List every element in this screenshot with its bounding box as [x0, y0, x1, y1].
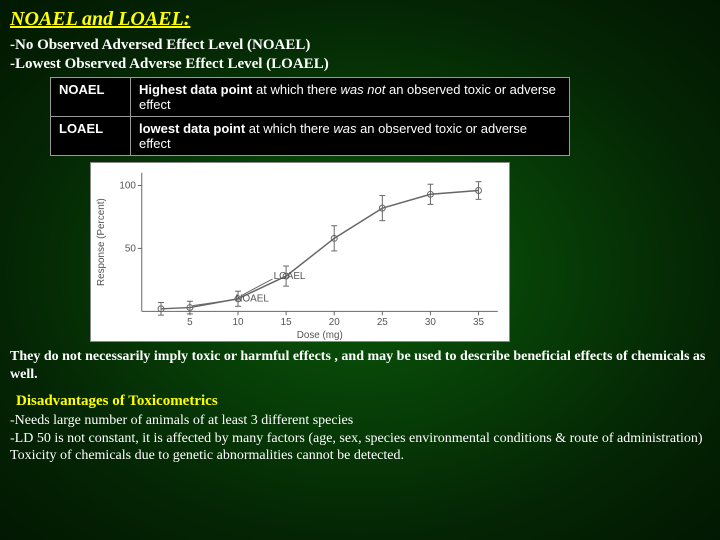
- svg-text:50: 50: [125, 243, 136, 254]
- subtitle-noael: -No Observed Adversed Effect Level (NOAE…: [10, 37, 710, 54]
- svg-text:30: 30: [425, 317, 436, 328]
- chart-svg: 5 10 15 20 25 30 35 50 100 Dose (mg) Response (Per…: [91, 163, 509, 341]
- svg-text:20: 20: [329, 317, 340, 328]
- def-text: lowest data point at which there was an …: [131, 117, 570, 156]
- svg-text:25: 25: [377, 317, 388, 328]
- table-row: LOAEL lowest data point at which there w…: [51, 117, 570, 156]
- svg-text:15: 15: [281, 317, 292, 328]
- subtitle-loael: -Lowest Observed Adverse Effect Level (L…: [10, 56, 710, 73]
- svg-text:10: 10: [233, 317, 244, 328]
- svg-text:35: 35: [473, 317, 484, 328]
- svg-text:5: 5: [187, 317, 193, 328]
- dose-response-chart: 5 10 15 20 25 30 35 50 100 Dose (mg) Response (Per…: [90, 162, 510, 342]
- svg-text:Dose (mg): Dose (mg): [297, 330, 343, 341]
- def-bold: lowest data point: [139, 121, 245, 136]
- disadvantage-item: -Needs large number of animals of at lea…: [10, 412, 710, 430]
- def-italic: was: [333, 121, 356, 136]
- table-row: NOAEL Highest data point at which there …: [51, 78, 570, 117]
- def-label: NOAEL: [51, 78, 131, 117]
- svg-text:NOAEL: NOAEL: [235, 294, 269, 305]
- def-bold: Highest data point: [139, 82, 252, 97]
- disadvantages-title: Disadvantages of Toxicometrics: [16, 393, 710, 410]
- disadvantage-item: Toxicity of chemicals due to genetic abn…: [10, 447, 710, 465]
- def-span: at which there: [245, 121, 333, 136]
- def-italic: was not: [341, 82, 386, 97]
- definitions-table: NOAEL Highest data point at which there …: [50, 77, 570, 156]
- note-text: They do not necessarily imply toxic or h…: [10, 348, 710, 383]
- def-text: Highest data point at which there was no…: [131, 78, 570, 117]
- disadvantage-item: -LD 50 is not constant, it is affected b…: [10, 430, 710, 448]
- def-label: LOAEL: [51, 117, 131, 156]
- page-title: NOAEL and LOAEL:: [10, 8, 710, 31]
- svg-text:Response (Percent): Response (Percent): [96, 198, 107, 286]
- svg-text:LOAEL: LOAEL: [274, 271, 306, 282]
- def-span: at which there: [252, 82, 340, 97]
- svg-text:100: 100: [119, 180, 136, 191]
